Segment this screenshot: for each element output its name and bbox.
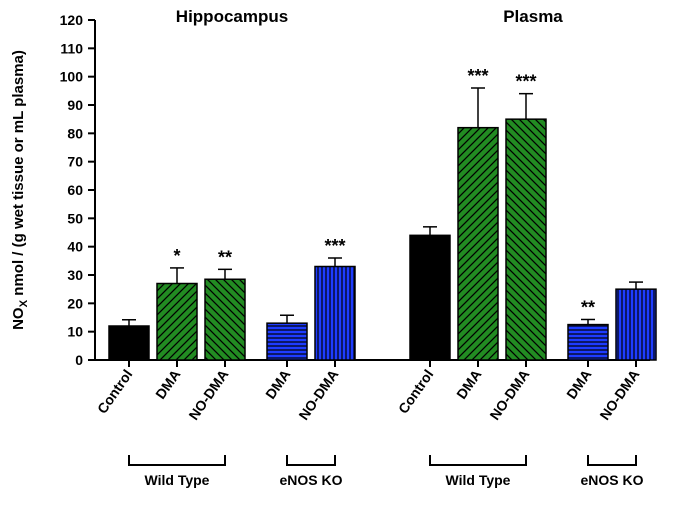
group-label: eNOS KO <box>279 472 342 488</box>
panel-title: Hippocampus <box>176 7 288 26</box>
panel-title: Plasma <box>503 7 563 26</box>
x-category-label: DMA <box>262 367 293 402</box>
y-axis-label-text: NOX nmol / (g wet tissue or mL plasma) <box>10 50 27 330</box>
svg-text:110: 110 <box>60 40 83 56</box>
x-category-label: NO-DMA <box>596 367 642 423</box>
bar <box>205 279 245 360</box>
svg-text:60: 60 <box>67 182 83 198</box>
bar <box>315 267 355 361</box>
significance-marker: *** <box>515 72 536 92</box>
x-category-label: NO-DMA <box>185 367 231 423</box>
significance-marker: *** <box>467 66 488 86</box>
bar <box>568 325 608 360</box>
significance-marker: ** <box>218 247 232 267</box>
bar <box>410 235 450 360</box>
svg-text:70: 70 <box>67 154 83 170</box>
svg-text:40: 40 <box>67 239 83 255</box>
bar <box>458 128 498 360</box>
group-label: eNOS KO <box>580 472 643 488</box>
group-bracket <box>588 455 636 465</box>
svg-text:120: 120 <box>60 12 84 28</box>
group-label: Wild Type <box>145 472 210 488</box>
svg-text:20: 20 <box>67 295 83 311</box>
y-axis-label: NOX nmol / (g wet tissue or mL plasma) <box>10 50 30 330</box>
x-category-label: NO-DMA <box>295 367 341 423</box>
x-category-label: Control <box>395 367 437 417</box>
significance-marker: * <box>173 246 180 266</box>
significance-marker: *** <box>324 236 345 256</box>
x-category-label: Control <box>94 367 136 417</box>
x-category-label: NO-DMA <box>486 367 532 423</box>
svg-text:80: 80 <box>67 125 83 141</box>
bar <box>157 284 197 361</box>
bar <box>109 326 149 360</box>
svg-text:50: 50 <box>67 210 83 226</box>
bar <box>616 289 656 360</box>
nox-bar-chart: NOX nmol / (g wet tissue or mL plasma) 0… <box>0 0 674 505</box>
group-bracket <box>129 455 225 465</box>
bar <box>267 323 307 360</box>
bar <box>506 119 546 360</box>
group-label: Wild Type <box>446 472 511 488</box>
chart-svg: 0102030405060708090100110120 ***********… <box>0 0 674 505</box>
svg-text:0: 0 <box>75 352 83 368</box>
group-bracket <box>287 455 335 465</box>
group-bracket <box>430 455 526 465</box>
x-category-label: DMA <box>152 367 183 402</box>
svg-text:90: 90 <box>67 97 83 113</box>
x-category-label: DMA <box>563 367 594 402</box>
significance-marker: ** <box>581 297 595 317</box>
svg-text:30: 30 <box>67 267 83 283</box>
x-category-label: DMA <box>453 367 484 402</box>
svg-text:10: 10 <box>67 324 83 340</box>
svg-text:100: 100 <box>60 69 84 85</box>
